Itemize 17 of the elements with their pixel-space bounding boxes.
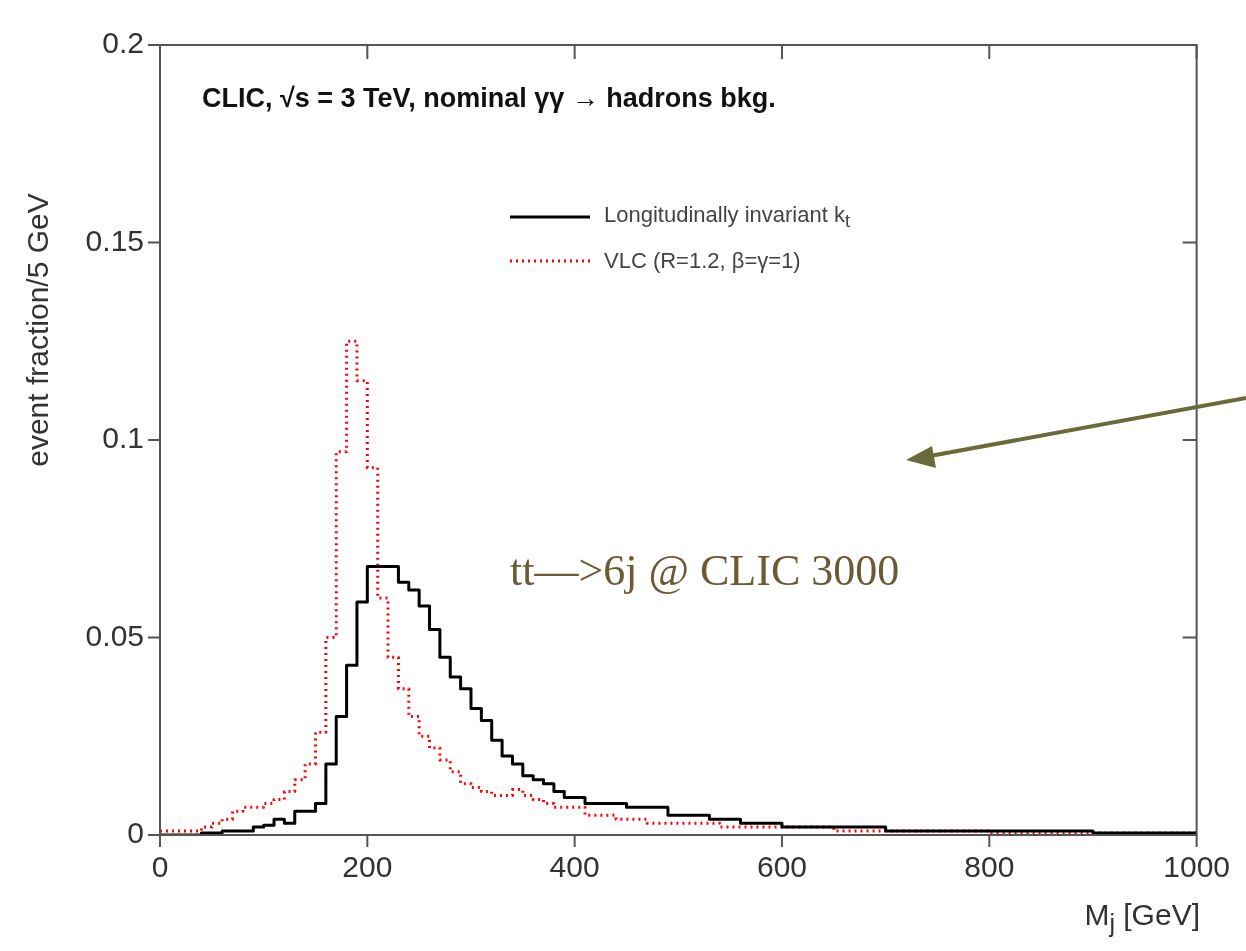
y-tick-label: 0 xyxy=(127,816,144,850)
x-tick-label: 1000 xyxy=(1163,850,1231,884)
x-tick-label: 800 xyxy=(964,850,1015,884)
y-tick-label: 0.2 xyxy=(102,26,144,60)
x-axis-title: M$_{j}$ [GeV] xyxy=(1084,898,1200,938)
x-tick-label: 200 xyxy=(342,850,393,884)
legend-label: Longitudinally invariant k$_{t}$ xyxy=(604,201,851,233)
legend-label: VLC (R=1.2, β=γ=1) xyxy=(604,248,801,274)
x-tick-label: 0 xyxy=(151,850,169,884)
y-tick-label: 0.15 xyxy=(85,223,144,257)
annotation: CLIC, √s = 3 TeV, nominal γγ → hadrons bkg. xyxy=(202,83,776,113)
y-tick-label: 0.05 xyxy=(85,618,144,652)
y-tick-label: 0.1 xyxy=(102,421,144,455)
x-tick-label: 400 xyxy=(549,850,600,884)
annotation: tt—>6j @ CLIC 3000 xyxy=(510,546,900,595)
y-axis-title: event fraction/5 GeV xyxy=(21,193,55,467)
x-tick-label: 600 xyxy=(756,850,808,884)
